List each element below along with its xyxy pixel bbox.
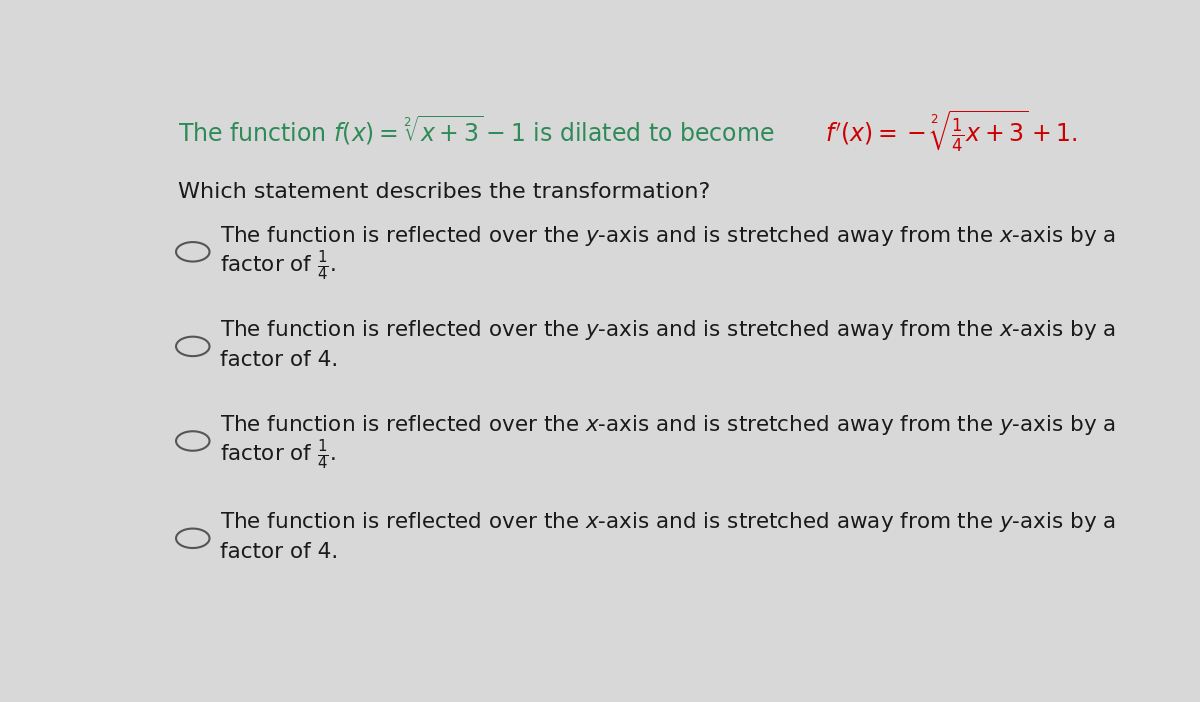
Text: The function is reflected over the $y$-axis and is stretched away from the $x$-a: The function is reflected over the $y$-a… — [220, 224, 1116, 248]
Text: The function is reflected over the $y$-axis and is stretched away from the $x$-a: The function is reflected over the $y$-a… — [220, 318, 1116, 342]
Text: factor of 4.: factor of 4. — [220, 542, 338, 562]
Text: The function is reflected over the $x$-axis and is stretched away from the $y$-a: The function is reflected over the $x$-a… — [220, 510, 1116, 534]
Text: factor of $\frac{1}{4}$.: factor of $\frac{1}{4}$. — [220, 437, 336, 472]
Text: $f'(x) = -\sqrt[2]{\frac{1}{4}x+3}+1.$: $f'(x) = -\sqrt[2]{\frac{1}{4}x+3}+1.$ — [826, 108, 1078, 152]
Text: Which statement describes the transformation?: Which statement describes the transforma… — [178, 183, 710, 202]
Text: The function $f(x) = \sqrt[2]{x+3} - 1$ is dilated to become: The function $f(x) = \sqrt[2]{x+3} - 1$ … — [178, 114, 774, 147]
Text: factor of 4.: factor of 4. — [220, 350, 338, 370]
Text: factor of $\frac{1}{4}$.: factor of $\frac{1}{4}$. — [220, 248, 336, 283]
Text: The function is reflected over the $x$-axis and is stretched away from the $y$-a: The function is reflected over the $x$-a… — [220, 413, 1116, 437]
